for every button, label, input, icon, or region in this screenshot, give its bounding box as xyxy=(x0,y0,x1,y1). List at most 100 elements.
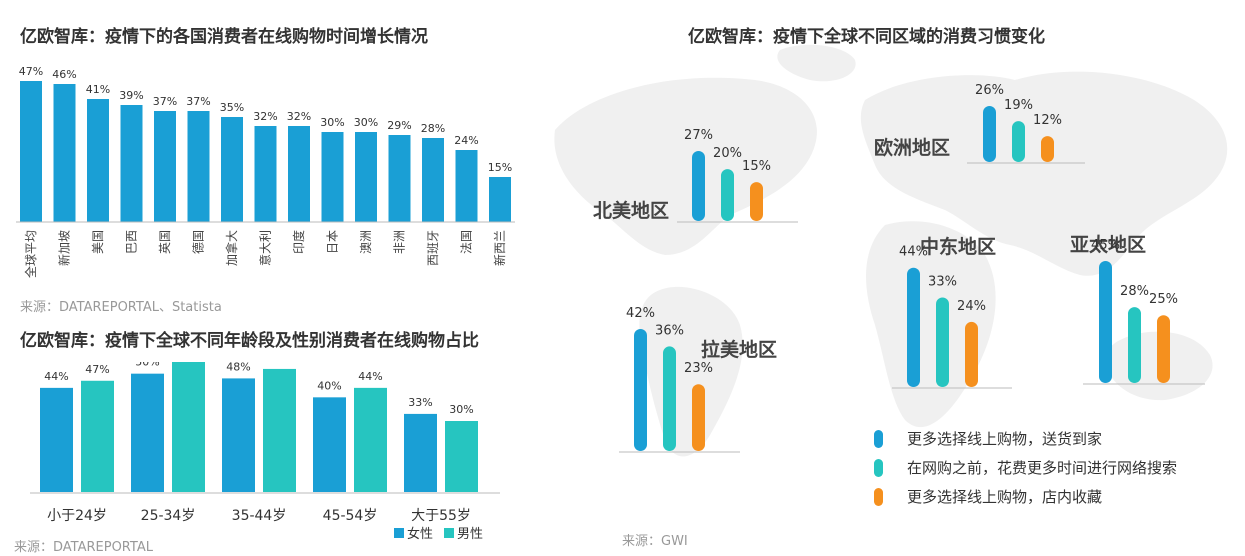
chart3-bar xyxy=(1157,315,1170,383)
chart2-category-label: 35-44岁 xyxy=(232,508,287,524)
chart3-bar xyxy=(692,384,705,451)
chart2-value-label: 44% xyxy=(358,370,382,383)
chart1-bar xyxy=(221,117,243,222)
chart3-value-label: 19% xyxy=(1004,98,1033,113)
chart3-value-label: 23% xyxy=(684,361,713,376)
chart3-region-label: 北美地区 xyxy=(593,199,669,222)
chart1-bar xyxy=(187,111,210,222)
chart1-value-label: 15% xyxy=(488,161,512,174)
chart1-value-label: 30% xyxy=(320,116,344,129)
chart2-bar xyxy=(313,397,346,492)
chart2-category-label: 25-34岁 xyxy=(141,508,196,524)
chart2-legend-swatch xyxy=(394,528,404,538)
chart1-bar xyxy=(388,135,411,222)
chart2-bar xyxy=(445,421,478,492)
chart3-value-label: 45% xyxy=(1091,238,1120,253)
chart3-bar xyxy=(1012,121,1025,162)
chart1-bar xyxy=(120,105,143,222)
chart3-legend-label: 更多选择线上购物，送货到家 xyxy=(907,430,1102,448)
chart2-value-label: 50% xyxy=(135,362,159,369)
chart2-bar xyxy=(172,362,205,492)
chart1-source: 来源：DATAREPORTAL、Statista xyxy=(20,300,222,315)
chart1-category-label: 印度 xyxy=(291,230,306,254)
chart2-age-gender-bars: 44%47%小于24岁50%55%25-34岁48%52%35-44岁40%44… xyxy=(30,362,500,542)
chart3-bar xyxy=(965,321,978,387)
chart1-category-label: 日本 xyxy=(326,230,340,254)
chart2-bar xyxy=(354,387,387,492)
chart1-category-label: 新西兰 xyxy=(492,230,507,266)
chart2-value-label: 44% xyxy=(44,370,68,383)
chart1-bar xyxy=(321,132,344,222)
chart3-value-label: 28% xyxy=(1120,284,1149,299)
chart1-value-label: 46% xyxy=(52,68,76,81)
chart1-category-label: 全球平均 xyxy=(23,230,38,278)
chart3-bar xyxy=(634,329,647,451)
chart1-category-label: 非洲 xyxy=(393,230,407,254)
chart3-region-label: 拉美地区 xyxy=(701,338,777,361)
chart1-bar xyxy=(288,126,310,222)
chart2-bar xyxy=(222,378,255,492)
chart1-bar xyxy=(355,132,377,222)
chart1-value-label: 32% xyxy=(253,110,277,123)
chart1-category-label: 法国 xyxy=(460,230,474,254)
chart1-category-label: 加拿大 xyxy=(224,230,239,266)
chart2-bar xyxy=(40,387,73,492)
chart3-source: 来源：GWI xyxy=(622,534,688,549)
chart3-bar xyxy=(1041,136,1054,162)
chart1-value-label: 29% xyxy=(387,119,411,132)
chart2-category-label: 小于24岁 xyxy=(47,508,107,524)
chart2-bar xyxy=(81,380,114,492)
chart2-category-label: 45-54岁 xyxy=(323,508,378,524)
chart1-category-label: 新加坡 xyxy=(57,230,72,266)
chart2-source: 来源：DATAREPORTAL xyxy=(14,540,153,555)
chart3-value-label: 42% xyxy=(626,306,655,321)
chart3-bar xyxy=(907,267,920,387)
chart1-value-label: 41% xyxy=(86,83,110,96)
chart3-bar xyxy=(1099,261,1112,383)
chart1-value-label: 39% xyxy=(119,89,143,102)
chart2-bar xyxy=(263,368,296,492)
chart2-value-label: 33% xyxy=(408,396,432,409)
chart2-legend-label: 女性 xyxy=(407,526,433,542)
chart2-value-label: 30% xyxy=(449,403,473,416)
chart2-legend-label: 男性 xyxy=(457,527,483,542)
chart1-category-label: 英国 xyxy=(158,230,172,254)
chart2-value-label: 48% xyxy=(226,362,250,373)
chart1-category-label: 意大利 xyxy=(258,230,273,266)
world-map-background xyxy=(554,44,1228,457)
chart3-value-label: 27% xyxy=(684,128,713,143)
chart1-value-label: 37% xyxy=(153,95,177,108)
chart2-bar xyxy=(131,373,164,492)
chart3-value-label: 33% xyxy=(928,275,957,290)
chart3-bar xyxy=(721,169,734,221)
chart3-bar xyxy=(750,182,763,221)
chart1-category-label: 巴西 xyxy=(125,230,139,254)
chart3-legend-label: 在网购之前，花费更多时间进行网络搜索 xyxy=(907,459,1177,477)
chart2-value-label: 40% xyxy=(317,379,341,392)
chart1-bar xyxy=(87,99,109,222)
chart3-bar xyxy=(1128,307,1141,383)
chart3-bar xyxy=(983,106,996,162)
chart1-bar xyxy=(53,84,76,222)
chart1-title: 亿欧智库：疫情下的各国消费者在线购物时间增长情况 xyxy=(20,27,428,47)
chart1-category-label: 德国 xyxy=(191,230,206,254)
chart3-bar xyxy=(936,297,949,387)
chart1-value-label: 35% xyxy=(220,101,244,114)
chart3-value-label: 36% xyxy=(655,323,684,338)
chart1-value-label: 37% xyxy=(186,95,210,108)
chart2-title: 亿欧智库：疫情下全球不同年龄段及性别消费者在线购物占比 xyxy=(20,331,479,351)
chart3-value-label: 12% xyxy=(1033,113,1062,128)
chart3-value-label: 24% xyxy=(957,299,986,314)
chart3-title: 亿欧智库：疫情下全球不同区域的消费习惯变化 xyxy=(688,27,1045,47)
chart3-legend-label: 更多选择线上购物，店内收藏 xyxy=(907,488,1102,506)
chart1-bar xyxy=(455,150,478,222)
chart2-bar xyxy=(404,413,437,492)
chart1-bar xyxy=(154,111,176,222)
chart1-category-label: 美国 xyxy=(91,230,105,254)
chart1-category-label: 西班牙 xyxy=(426,230,440,266)
chart3-value-label: 44% xyxy=(899,245,928,260)
chart1-bar xyxy=(422,138,444,222)
chart3-region-label: 中东地区 xyxy=(920,235,996,258)
chart1-value-label: 47% xyxy=(19,65,43,78)
chart3-bar xyxy=(692,151,705,221)
